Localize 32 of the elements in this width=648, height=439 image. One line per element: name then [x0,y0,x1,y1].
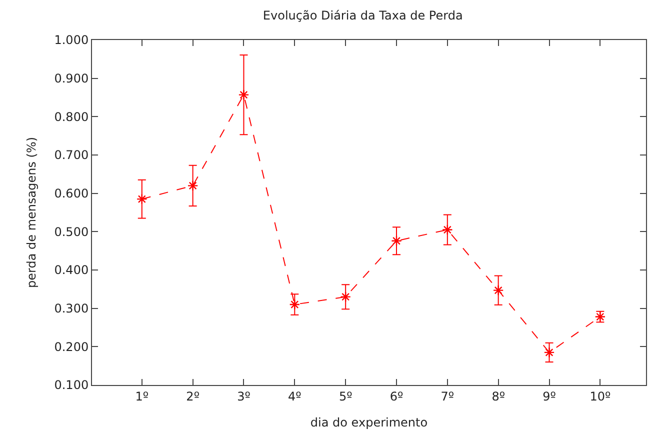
x-tick-label: 4º [288,389,302,404]
point [238,89,250,100]
y-tick-label: 0.900 [54,72,89,86]
y-tick-label: 0.200 [54,340,89,354]
y-tick-label: 0.600 [54,186,89,201]
y-tick-label: 0.500 [54,224,89,239]
point [544,347,555,358]
point [187,180,198,192]
x-axis-title: dia do experimento [310,415,428,430]
x-tick-label: 9º [542,389,556,404]
x-tick-label: 6º [390,389,404,404]
point [289,299,300,310]
x-tick-label: 8º [492,389,506,404]
x-tick-label: 5º [338,389,353,404]
y-tick-label: 0.100 [54,378,89,392]
point [492,284,504,296]
x-tick-label: 7º [440,389,454,404]
y-axis-title: perda de mensagens (%) [24,136,39,288]
y-tick-label: 0.700 [54,148,89,162]
chart-title: Evolução Diária da Taxa de Perda [262,8,463,22]
y-tick-label: 0.400 [54,263,89,278]
point [136,194,148,204]
x-tick-label: 2º [186,389,200,404]
x-tick-label: 10º [590,389,611,404]
point [340,291,351,302]
x-tick-label: 1º [135,389,149,404]
y-tick-label: 1.000 [54,33,89,48]
point [442,224,453,236]
y-tick-label: 0.300 [54,302,89,316]
y-tick-label: 0.800 [54,110,89,124]
point [391,235,402,246]
x-tick-label: 3º [237,389,251,404]
